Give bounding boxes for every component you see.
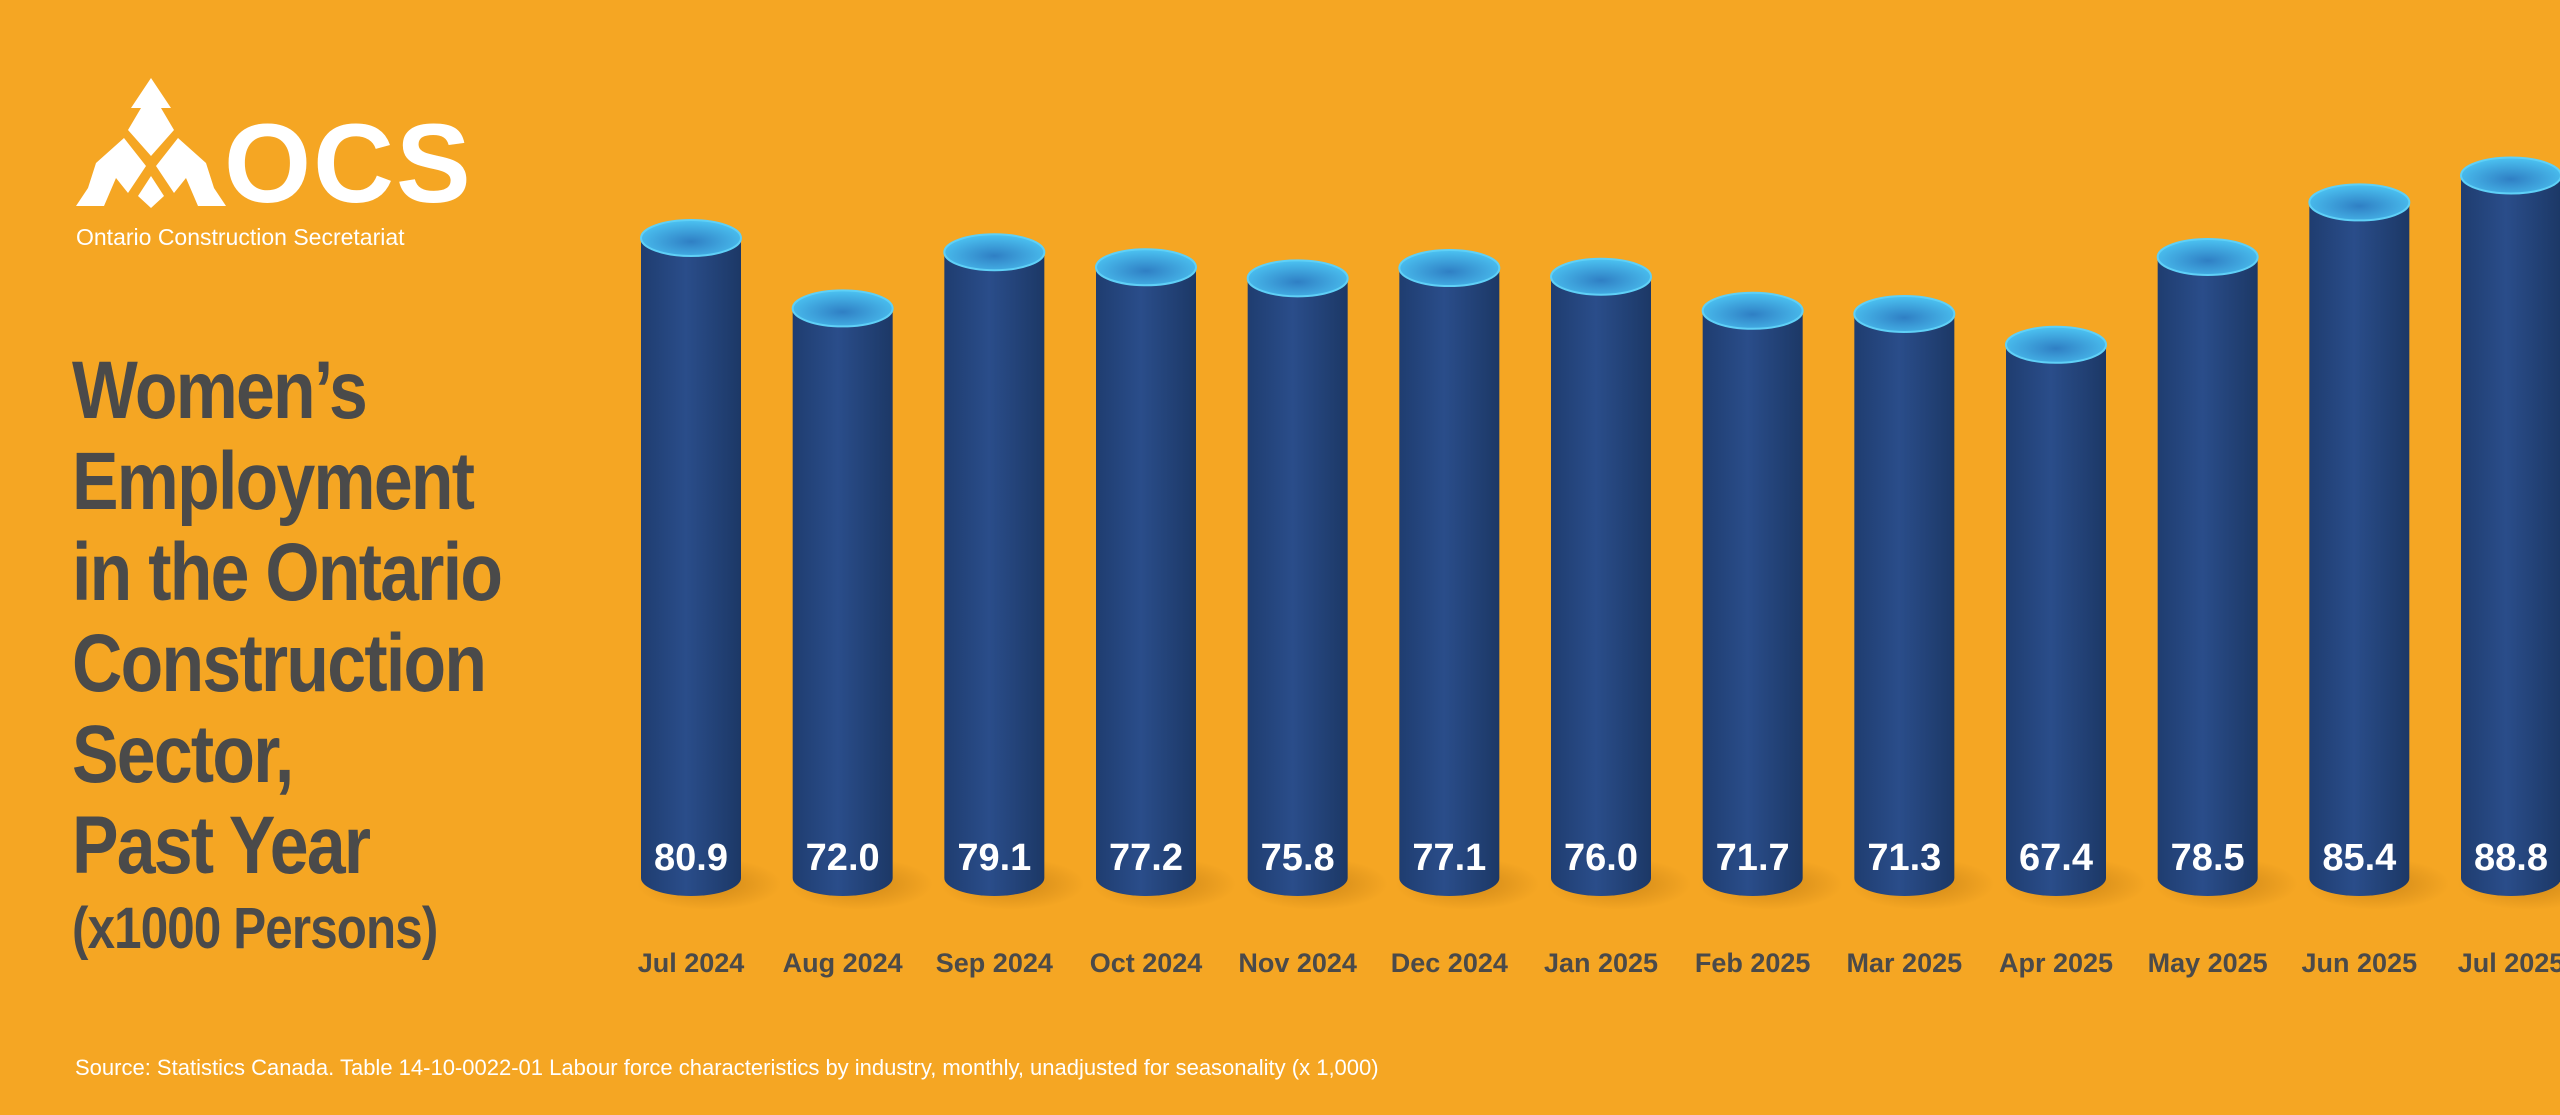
ocs-trillium-icon	[76, 78, 226, 208]
bar-top	[1246, 259, 1349, 298]
bar-body	[1854, 313, 1955, 896]
x-tick-label: May 2025	[2148, 948, 2268, 978]
bar-body	[2461, 175, 2560, 896]
bar-value-label: 85.4	[2322, 837, 2396, 879]
bar-top	[1398, 249, 1501, 288]
bar-mar-2025: 71.3	[1850, 294, 1995, 910]
bar-body	[1096, 267, 1196, 896]
title-line: Construction	[72, 618, 487, 709]
bar-top	[640, 219, 742, 257]
logo-subtitle: Ontario Construction Secretariat	[76, 224, 405, 250]
bar-body	[641, 238, 741, 896]
bar-value-label: 72.0	[806, 837, 880, 879]
x-tick-label: Jul 2025	[2458, 948, 2560, 978]
bar-value-label: 71.3	[1867, 837, 1941, 879]
bar-value-label: 78.5	[2171, 837, 2245, 879]
bar-value-label: 71.7	[1716, 837, 1790, 879]
x-tick-label: Jan 2025	[1544, 948, 1658, 978]
bars-group: 80.9 72.0 79.1 77.2 75.8 77.1 76.0 71.7 71.3 67.4…	[637, 156, 2560, 910]
bar-top	[943, 233, 1046, 272]
x-tick-label: Nov 2024	[1238, 948, 1357, 978]
bar-body	[1247, 278, 1348, 896]
bar-body	[2309, 202, 2410, 896]
bar-value-label: 79.1	[957, 837, 1031, 879]
bar-body	[792, 308, 893, 896]
bar-value-label: 76.0	[1564, 837, 1638, 879]
x-tick-label: Jul 2024	[638, 948, 745, 978]
chart-title: Women’s Employment in the Ontario Constr…	[72, 345, 514, 891]
title-line: Women’s	[72, 345, 368, 436]
x-tick-label: Sep 2024	[936, 948, 1053, 978]
x-axis-ticks: Jul 2024 Aug 2024 Sep 2024 Oct 2024 Nov 2024…	[638, 948, 2560, 978]
bar-body	[1702, 310, 1803, 896]
bar-top	[2156, 237, 2259, 276]
bar-value-label: 77.1	[1412, 837, 1486, 879]
bar-dec-2024: 77.1	[1395, 249, 1540, 910]
title-line: Sector,	[72, 709, 294, 800]
bar-value-label: 75.8	[1261, 837, 1335, 879]
x-tick-label: Aug 2024	[783, 948, 903, 978]
title-line: Past Year	[72, 800, 371, 891]
bar-body	[1551, 276, 1651, 896]
bar-oct-2024: 77.2	[1092, 248, 1236, 910]
bar-top	[1853, 294, 1956, 333]
bar-nov-2024: 75.8	[1243, 259, 1388, 910]
bar-body	[2157, 256, 2258, 896]
x-tick-label: Dec 2024	[1391, 948, 1508, 978]
x-tick-label: Mar 2025	[1847, 948, 1963, 978]
bar-may-2025: 78.5	[2153, 237, 2298, 910]
bar-top	[2005, 325, 2107, 364]
bar-jul-2025: 88.8	[2457, 156, 2560, 910]
bar-value-label: 88.8	[2474, 837, 2548, 879]
x-tick-label: Oct 2024	[1090, 948, 1203, 978]
bar-value-label: 80.9	[654, 837, 728, 879]
bar-top	[791, 289, 894, 328]
bar-body	[2006, 344, 2106, 896]
ocs-logo: OCS Ontario Construction Secretariat	[76, 78, 496, 258]
bar-feb-2025: 71.7	[1698, 291, 1843, 910]
x-tick-label: Jun 2025	[2302, 948, 2418, 978]
bar-jan-2025: 76.0	[1547, 257, 1691, 910]
bar-top	[1550, 257, 1652, 296]
title-line: in the Ontario	[72, 527, 503, 618]
bar-aug-2024: 72.0	[788, 289, 933, 910]
source-note: Source: Statistics Canada. Table 14-10-0…	[75, 1055, 1379, 1080]
bar-jun-2025: 85.4	[2305, 183, 2450, 910]
x-tick-label: Feb 2025	[1695, 948, 1811, 978]
bar-value-label: 77.2	[1109, 837, 1183, 879]
x-tick-label: Apr 2025	[1999, 948, 2113, 978]
chart-units-label: (x1000 Persons)	[72, 896, 438, 961]
title-line: Employment	[72, 436, 475, 527]
bar-sep-2024: 79.1	[940, 233, 1085, 910]
bar-top	[1095, 248, 1197, 287]
bar-jul-2024: 80.9	[637, 219, 781, 910]
bar-body	[1399, 268, 1500, 897]
bar-top	[2308, 183, 2411, 222]
bar-apr-2025: 67.4	[2002, 325, 2146, 910]
bar-top	[1701, 291, 1804, 330]
logo-text: OCS	[224, 101, 473, 226]
bar-top	[2460, 156, 2560, 195]
bar-body	[944, 252, 1045, 896]
bar-value-label: 67.4	[2019, 837, 2093, 879]
